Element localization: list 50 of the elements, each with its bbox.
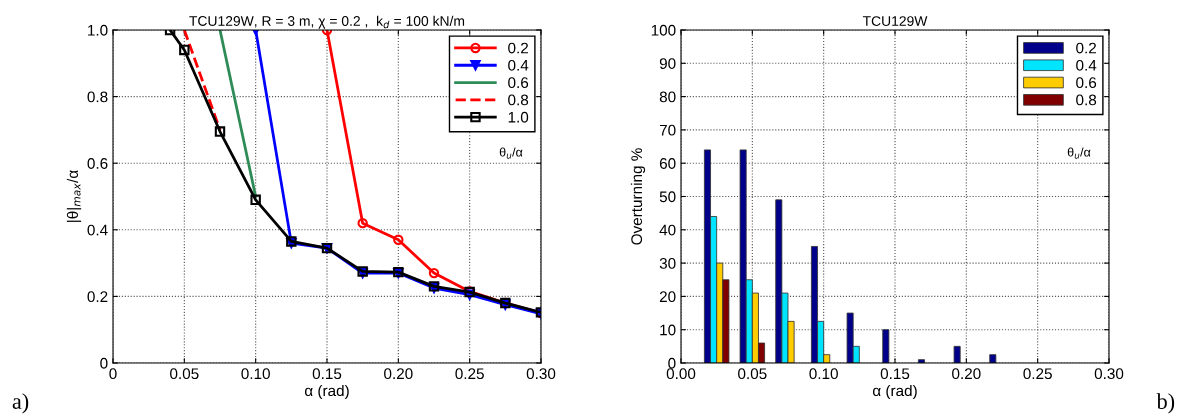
- y-tick-label: 0: [668, 357, 676, 369]
- legend-label: 1.0: [508, 111, 529, 123]
- y-tick-label: 100: [651, 24, 676, 36]
- y-tick-label: 50: [659, 191, 676, 203]
- x-tick-label: 0.30: [526, 368, 556, 380]
- y-tick-label: 90: [659, 58, 676, 69]
- legend-label: 0.2: [508, 42, 529, 54]
- x-tick-label: 0.15: [880, 368, 910, 380]
- legend-label: 0.4: [1076, 59, 1097, 71]
- legend-label: 0.8: [508, 94, 529, 106]
- x-tick-label: 0.10: [809, 368, 838, 380]
- x-axis-title: α (rad): [872, 384, 917, 400]
- chart-title: TCU129W: [862, 16, 928, 26]
- y-tick-label: 1.0: [88, 24, 108, 36]
- legend-label: 0.8: [1076, 94, 1097, 106]
- y-axis-title: |θ|$_{max}$/α: [66, 170, 82, 222]
- x-tick-label: 0.10: [241, 368, 270, 380]
- y-tick-label: 10: [660, 324, 676, 336]
- y-tick-label: 0.8: [87, 91, 108, 103]
- legend-label: 0.6: [1076, 77, 1097, 89]
- text: b): [1156, 393, 1175, 414]
- y-tick-label: 70: [659, 124, 676, 136]
- legend-label: 0.2: [1076, 42, 1097, 54]
- y-tick-label: 40: [659, 224, 676, 236]
- x-axis-title: α (rad): [304, 384, 349, 400]
- x-tick-label: 0.30: [1094, 368, 1124, 380]
- annotation: θ$_{u}$/α: [1067, 147, 1091, 159]
- y-tick-label: 0.6: [87, 158, 108, 169]
- y-axis-title: Overturning %: [630, 148, 646, 245]
- text: a): [12, 393, 29, 414]
- y-tick-label: 20: [659, 291, 676, 303]
- x-tick-label: 0.20: [384, 368, 413, 380]
- y-tick-label: 30: [659, 257, 676, 269]
- x-tick-label: 0.05: [170, 368, 199, 380]
- x-tick-label: 0.00: [666, 368, 696, 380]
- y-tick-label: 0.2: [87, 291, 108, 303]
- x-tick-label: 0: [109, 368, 117, 380]
- x-tick-label: 0.20: [952, 368, 981, 380]
- y-tick-label: 0: [100, 357, 108, 369]
- x-tick-label: 0.25: [455, 368, 484, 380]
- annotation: θ$_{u}$/α: [499, 147, 523, 159]
- x-tick-label: 0.15: [312, 368, 342, 380]
- y-tick-label: 60: [659, 158, 676, 169]
- y-tick-label: 80: [659, 91, 676, 103]
- x-tick-label: 0.25: [1023, 368, 1052, 380]
- legend-label: 0.4: [508, 59, 529, 71]
- legend-label: 0.6: [508, 77, 529, 89]
- x-tick-label: 0.05: [738, 368, 767, 380]
- y-tick-label: 0.4: [87, 224, 108, 236]
- chart-title: TCU129W, R = 3 m, χ = 0.2 , k$_{d}$ = 100 kN/m: [189, 15, 465, 29]
